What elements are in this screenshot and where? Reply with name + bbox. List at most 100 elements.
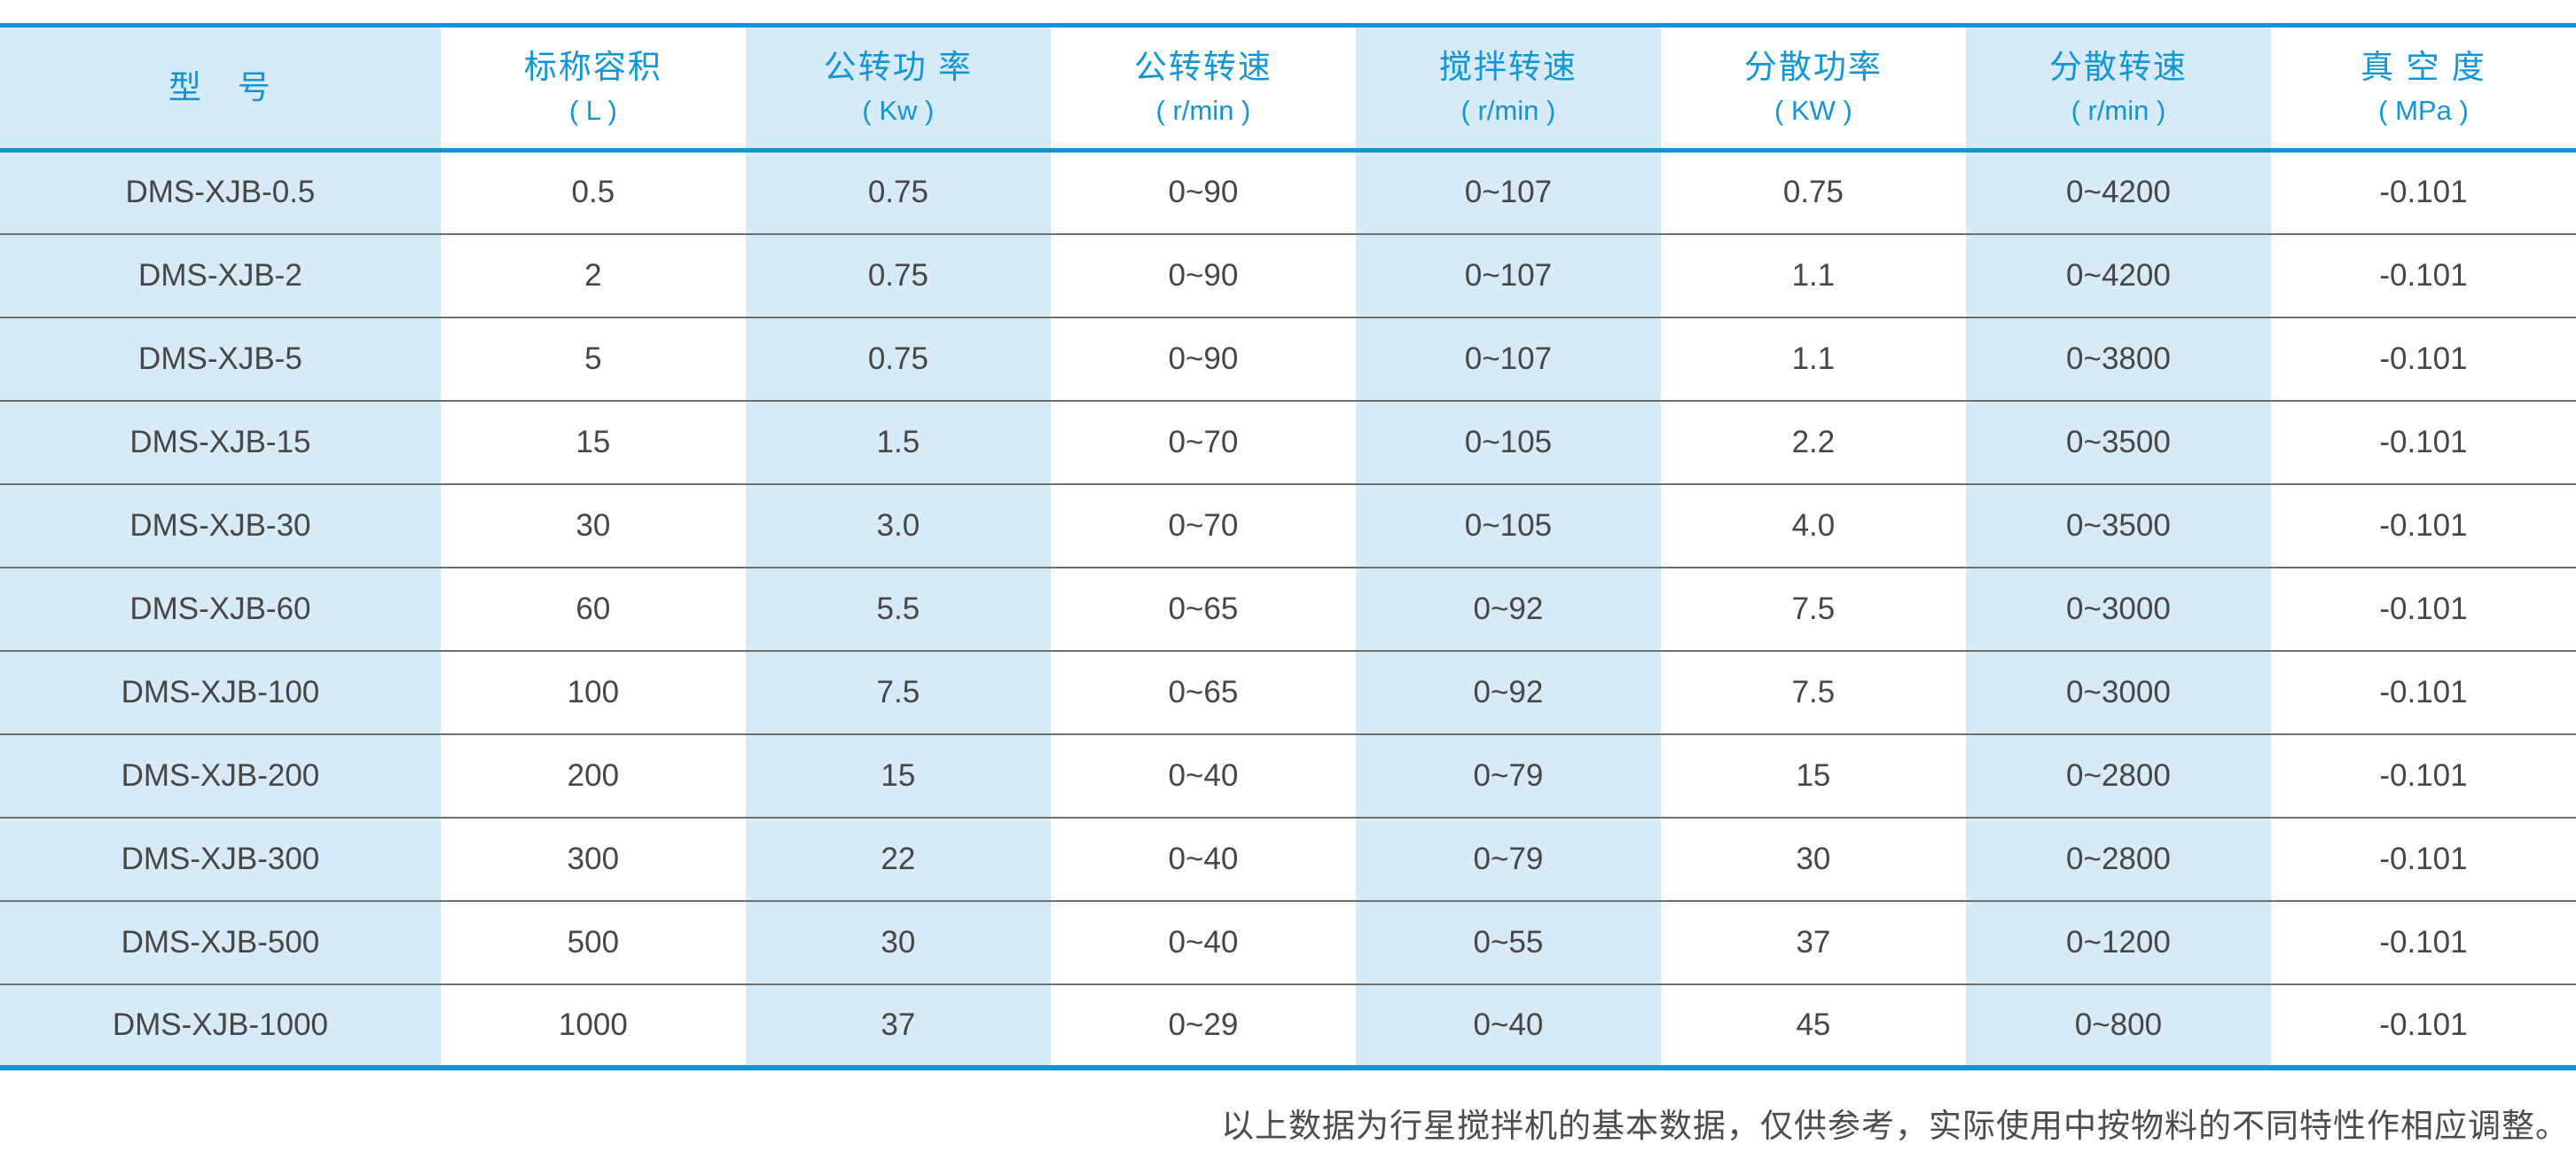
- value-cell: 0.75: [1660, 150, 1966, 234]
- value-cell: 0~2800: [1965, 817, 2271, 901]
- value-cell: 0~107: [1355, 150, 1661, 234]
- value-cell: 0~65: [1050, 567, 1356, 651]
- table-row: DMS-XJB-200 200 15 0~40 0~79 15 0~2800 -0.101: [0, 733, 2576, 818]
- col-header-title: 真 空 度: [2361, 48, 2486, 85]
- value-cell: 22: [745, 817, 1051, 901]
- value-cell: -0.101: [2270, 400, 2576, 484]
- value-cell: 30: [745, 900, 1051, 984]
- value-cell: 0~4200: [1965, 233, 2271, 317]
- value-cell: 0~55: [1355, 900, 1661, 984]
- value-cell: -0.101: [2270, 650, 2576, 734]
- value-cell: 5.5: [745, 567, 1051, 651]
- col-header-revolution-speed: 公转转速 ( r/min ): [1050, 25, 1356, 153]
- col-header-unit: ( L ): [568, 94, 617, 126]
- planetary-mixer-spec-table: 型 号 标称容积 ( L ) 公转功 率 ( Kw ) 公转转速 ( r/min…: [0, 23, 2576, 1070]
- table-row: DMS-XJB-0.5 0.5 0.75 0~90 0~107 0.75 0~4200 -0.…: [0, 150, 2576, 234]
- value-cell: 0~40: [1050, 817, 1356, 901]
- value-cell: 0~90: [1050, 233, 1356, 317]
- model-cell: DMS-XJB-5: [0, 317, 441, 401]
- value-cell: 1000: [440, 984, 746, 1068]
- value-cell: 15: [440, 400, 746, 484]
- col-header-model: 型 号: [0, 25, 441, 153]
- value-cell: 0~107: [1355, 317, 1661, 401]
- value-cell: 0~2800: [1965, 733, 2271, 818]
- value-cell: 4.0: [1660, 483, 1966, 568]
- value-cell: 3.0: [745, 483, 1051, 568]
- value-cell: -0.101: [2270, 567, 2576, 651]
- col-header-unit: ( r/min ): [1155, 94, 1251, 126]
- value-cell: 37: [1660, 900, 1966, 984]
- model-cell: DMS-XJB-15: [0, 400, 441, 484]
- value-cell: 0~40: [1050, 733, 1356, 818]
- value-cell: 15: [1660, 733, 1966, 818]
- value-cell: 0~40: [1355, 984, 1661, 1068]
- value-cell: -0.101: [2270, 733, 2576, 818]
- value-cell: 7.5: [745, 650, 1051, 734]
- col-header-stirring-speed: 搅拌转速 ( r/min ): [1355, 25, 1661, 153]
- value-cell: -0.101: [2270, 984, 2576, 1068]
- footnote-text: 以上数据为行星搅拌机的基本数据，仅供参考，实际使用中按物料的不同特性作相应调整。: [1221, 1108, 2569, 1145]
- value-cell: 0~40: [1050, 900, 1356, 984]
- col-header-title: 分散功率: [1743, 48, 1883, 85]
- header-row: 型 号 标称容积 ( L ) 公转功 率 ( Kw ) 公转转速 ( r/min…: [0, 25, 2576, 153]
- value-cell: 1.1: [1660, 233, 1966, 317]
- table-row: DMS-XJB-15 15 1.5 0~70 0~105 2.2 0~3500 -0.101: [0, 400, 2576, 484]
- value-cell: 0~92: [1355, 567, 1661, 651]
- col-header-title: 型 号: [168, 68, 272, 106]
- value-cell: 0~79: [1355, 817, 1661, 901]
- model-cell: DMS-XJB-500: [0, 900, 441, 984]
- value-cell: -0.101: [2270, 900, 2576, 984]
- value-cell: 2.2: [1660, 400, 1966, 484]
- value-cell: 37: [745, 984, 1051, 1068]
- col-header-unit: ( KW ): [1774, 94, 1852, 126]
- value-cell: 0~90: [1050, 150, 1356, 234]
- value-cell: 0~3500: [1965, 400, 2271, 484]
- value-cell: 0~3800: [1965, 317, 2271, 401]
- value-cell: 0~800: [1965, 984, 2271, 1068]
- value-cell: 0.5: [440, 150, 746, 234]
- model-cell: DMS-XJB-2: [0, 233, 441, 317]
- value-cell: 0~105: [1355, 483, 1661, 568]
- value-cell: 0~107: [1355, 233, 1661, 317]
- table-row: DMS-XJB-100 100 7.5 0~65 0~92 7.5 0~3000 -0.101: [0, 650, 2576, 734]
- value-cell: 5: [440, 317, 746, 401]
- table-row: DMS-XJB-1000 1000 37 0~29 0~40 45 0~800 -0.101: [0, 984, 2576, 1068]
- value-cell: 15: [745, 733, 1051, 818]
- value-cell: -0.101: [2270, 817, 2576, 901]
- value-cell: 0~79: [1355, 733, 1661, 818]
- value-cell: 300: [440, 817, 746, 901]
- value-cell: 30: [1660, 817, 1966, 901]
- col-header-unit: ( r/min ): [1460, 94, 1556, 126]
- model-cell: DMS-XJB-0.5: [0, 150, 441, 234]
- table-row: DMS-XJB-300 300 22 0~40 0~79 30 0~2800 -0.101: [0, 817, 2576, 901]
- value-cell: -0.101: [2270, 150, 2576, 234]
- model-cell: DMS-XJB-1000: [0, 984, 441, 1068]
- value-cell: 0~90: [1050, 317, 1356, 401]
- value-cell: 500: [440, 900, 746, 984]
- model-cell: DMS-XJB-300: [0, 817, 441, 901]
- col-header-title: 公转转速: [1133, 48, 1272, 85]
- value-cell: -0.101: [2270, 233, 2576, 317]
- col-header-unit: ( MPa ): [2378, 94, 2469, 126]
- model-cell: DMS-XJB-100: [0, 650, 441, 734]
- value-cell: 2: [440, 233, 746, 317]
- value-cell: 0.75: [745, 150, 1051, 234]
- col-header-revolution-power: 公转功 率 ( Kw ): [745, 25, 1051, 153]
- table-row: DMS-XJB-5 5 0.75 0~90 0~107 1.1 0~3800 -0.101: [0, 317, 2576, 401]
- value-cell: 0~3000: [1965, 650, 2271, 734]
- col-header-unit: ( Kw ): [862, 94, 935, 126]
- table-row: DMS-XJB-60 60 5.5 0~65 0~92 7.5 0~3000 -0.101: [0, 567, 2576, 651]
- col-header-nominal-capacity: 标称容积 ( L ): [440, 25, 746, 153]
- value-cell: 0~3500: [1965, 483, 2271, 568]
- col-header-title: 标称容积: [523, 48, 662, 85]
- value-cell: 1.5: [745, 400, 1051, 484]
- value-cell: 0~65: [1050, 650, 1356, 734]
- model-cell: DMS-XJB-200: [0, 733, 441, 818]
- col-header-title: 搅拌转速: [1438, 48, 1578, 85]
- value-cell: 0~105: [1355, 400, 1661, 484]
- model-cell: DMS-XJB-60: [0, 567, 441, 651]
- col-header-dispersing-speed: 分散转速 ( r/min ): [1965, 25, 2271, 153]
- value-cell: 30: [440, 483, 746, 568]
- value-cell: 0~29: [1050, 984, 1356, 1068]
- value-cell: 0~92: [1355, 650, 1661, 734]
